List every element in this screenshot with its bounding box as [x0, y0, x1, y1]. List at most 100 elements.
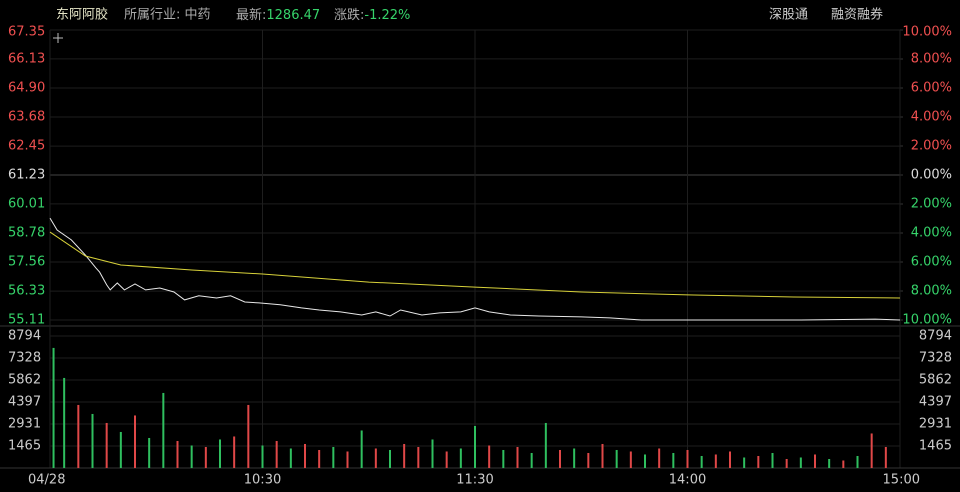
y2-tick-label: 6.00% [911, 255, 952, 270]
price-line [49, 231, 901, 299]
volume-bar [530, 452, 533, 468]
volume-bar [417, 446, 420, 468]
volume-bar [559, 449, 561, 468]
volume-bar [403, 443, 406, 468]
y2-tick-label: 8.00% [911, 52, 952, 67]
volume-bar [814, 454, 816, 468]
volume-bar [856, 455, 859, 468]
y2-tick-label: 2.00% [911, 139, 952, 154]
volume-bar [247, 404, 250, 468]
volume-bar [743, 457, 746, 468]
volume-bar [573, 448, 576, 468]
industry: 所属行业: 中药 [124, 8, 211, 23]
volume-bar [615, 449, 618, 468]
volume-bar [63, 377, 66, 468]
volume-bar [601, 443, 604, 468]
volume-bar [91, 413, 94, 468]
volume-bar [162, 392, 165, 468]
volume-bar [544, 422, 547, 468]
volume-bar [318, 449, 321, 468]
volume-bar [219, 439, 221, 468]
volume-bar [148, 437, 151, 468]
volume-bar [389, 449, 391, 468]
volume-bar [77, 404, 80, 468]
y2-tick-label: 10.00% [902, 25, 952, 40]
y2-tick-label: 2.00% [911, 197, 952, 212]
volume-bar [190, 445, 193, 468]
y-tick-label: 56.33 [8, 284, 45, 299]
change: 涨跌:-1.22% [334, 7, 410, 23]
volume-bar [771, 452, 774, 468]
y-tick-label: 58.78 [8, 226, 45, 241]
volume-bar [233, 436, 236, 468]
stock-name: 东阿阿胶 [56, 7, 108, 23]
tag-hk-connect[interactable]: 深股通 [769, 8, 808, 23]
volume-bar [304, 443, 306, 468]
volume-bar [516, 446, 519, 468]
x-tick-label: 10:30 [244, 473, 281, 488]
volume-bar [629, 451, 632, 468]
y-tick-label: 2931 [8, 417, 41, 432]
x-tick-label: 14:00 [669, 473, 706, 488]
volume-bar [700, 455, 703, 468]
volume-bar [261, 445, 264, 468]
crosshair-icon[interactable] [53, 33, 63, 43]
x-tick-label: 04/28 [28, 473, 65, 488]
y-tick-label: 1465 [8, 439, 41, 454]
volume-bar [431, 439, 434, 468]
y-tick-label: 62.45 [8, 139, 45, 154]
y-tick-label: 61.23 [8, 168, 45, 183]
volume-bar [204, 446, 207, 468]
x-tick-label: 15:00 [883, 473, 920, 488]
y-tick-label: 64.90 [8, 81, 45, 96]
volume-bar [714, 454, 717, 468]
volume-bar [360, 430, 363, 468]
x-tick-label: 11:30 [456, 473, 493, 488]
y-tick-label: 60.01 [8, 196, 45, 211]
volume-bar [828, 458, 831, 468]
volume-bar [105, 422, 108, 468]
y-tick-label: 5862 [8, 373, 41, 388]
volume-bar [785, 458, 788, 468]
volume-bar [346, 451, 349, 468]
y2-tick-label: 4.00% [911, 226, 952, 241]
y-tick-label: 67.35 [8, 25, 45, 40]
y2-tick-label: 8.00% [911, 284, 952, 299]
y-tick-label: 66.13 [8, 51, 45, 66]
volume-bar [658, 448, 661, 468]
volume-bar [672, 452, 675, 468]
y-tick-label-right: 4397 [919, 395, 952, 410]
latest-value: 1286.47 [266, 8, 320, 23]
y2-tick-label: 0.00% [911, 168, 952, 183]
change-label: 涨跌: [334, 7, 364, 23]
y-tick-label-right: 7328 [919, 351, 952, 366]
price-line [49, 217, 901, 321]
volume-bar [884, 446, 887, 468]
y-tick-label: 4397 [8, 395, 41, 410]
change-value: -1.22% [364, 8, 410, 23]
volume-bar [176, 440, 179, 468]
y-tick-label-right: 8794 [919, 329, 952, 344]
y2-tick-label: 4.00% [911, 110, 952, 125]
volume-bar [332, 446, 335, 468]
volume-bar [757, 455, 760, 468]
y-tick-label: 55.11 [8, 313, 45, 328]
volume-bar [119, 431, 122, 468]
volume-bar [134, 415, 136, 468]
y-tick-label: 8794 [8, 329, 41, 344]
volume-bar [799, 457, 802, 468]
volume-bar [275, 440, 278, 468]
volume-bar [729, 451, 731, 468]
volume-bar [289, 448, 292, 468]
volume-bar [644, 454, 646, 468]
latest: 最新:1286.47 [236, 7, 320, 23]
y-tick-label: 63.68 [8, 109, 45, 124]
y-tick-label-right: 1465 [919, 439, 952, 454]
volume-bar [502, 449, 505, 468]
volume-bar [459, 448, 462, 468]
tag-margin[interactable]: 融资融券 [831, 7, 883, 23]
y2-tick-label: 10.00% [902, 313, 952, 328]
